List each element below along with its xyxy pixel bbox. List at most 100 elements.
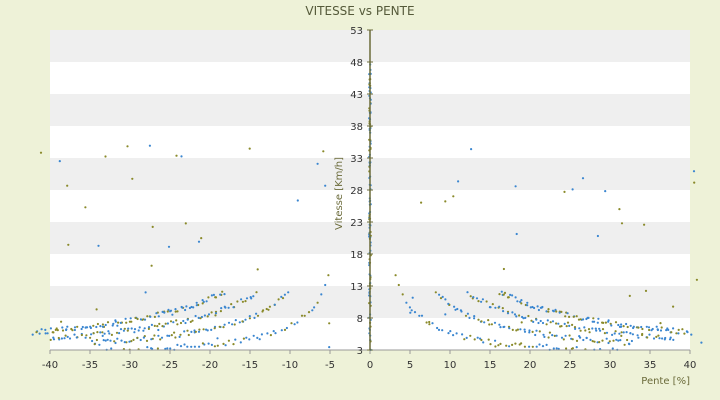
x-tick-label: 35 [644,360,657,371]
data-point [498,305,501,308]
data-point [125,321,128,324]
data-point [227,339,230,342]
data-point [477,300,480,303]
data-point [652,337,656,340]
data-point [605,331,609,334]
data-point [283,293,286,296]
data-point [75,336,78,339]
data-point [223,293,226,296]
data-point [538,343,541,346]
data-point [52,338,56,341]
data-point [241,320,244,323]
data-point [89,325,92,328]
data-point [564,315,567,318]
data-point [101,334,104,337]
data-point [411,296,414,299]
data-point [482,341,485,344]
data-point [248,338,251,341]
data-point [522,317,525,320]
y-tick-label: 28 [350,186,363,197]
data-point [171,313,174,316]
data-point [473,338,476,341]
data-point [670,331,673,334]
data-point [611,333,614,336]
data-point [534,333,537,337]
data-point [434,291,437,294]
data-point [622,325,625,328]
data-point [76,325,79,328]
data-point [508,327,511,330]
data-point [472,296,475,299]
data-point [119,328,123,331]
data-point [147,326,151,329]
data-point [452,334,455,337]
data-point [124,317,127,320]
data-point [589,338,592,341]
data-point [128,320,131,323]
data-point [183,343,186,346]
data-point [608,340,611,343]
data-point [420,201,423,204]
data-point [218,325,221,328]
data-point [547,308,550,311]
data-point [490,323,493,326]
data-point [579,329,582,332]
data-point [68,337,72,340]
data-point [40,328,43,331]
data-point [64,334,67,337]
data-point [585,336,588,339]
data-point [35,331,38,334]
data-point [60,320,63,323]
data-point [80,327,83,331]
data-point [189,320,192,323]
data-point [643,223,646,226]
data-point [184,222,187,225]
data-point [566,321,570,324]
data-point [150,264,153,267]
data-point [460,310,463,313]
y-tick-label: 38 [350,122,363,133]
data-point [562,338,565,341]
data-point [65,328,68,331]
data-point [505,344,508,347]
data-point [508,345,511,348]
data-point [220,307,223,310]
data-point [620,222,624,225]
data-point [581,177,585,180]
x-tick-label: 5 [407,360,413,371]
data-point [166,310,169,313]
data-point [614,330,617,333]
data-point [172,321,175,324]
y-tick-label: 8 [357,314,363,325]
data-point [547,336,550,339]
data-point [185,305,188,308]
data-point [143,327,146,330]
x-tick-label: 40 [684,360,697,371]
data-point [481,298,484,301]
data-point [514,296,517,299]
data-point [575,339,579,342]
data-point [475,297,479,300]
data-point [409,311,412,314]
data-point [81,325,84,329]
data-point [418,314,421,317]
data-point [528,329,531,332]
data-point [61,326,64,329]
data-point [163,311,166,314]
data-point [174,308,177,311]
data-point [454,308,457,311]
data-point [114,341,117,345]
data-point [125,341,128,344]
data-point [637,336,640,339]
data-point [104,339,107,342]
x-tick-label: -5 [325,360,335,371]
data-point [150,323,153,326]
data-point [231,323,234,326]
data-point [136,336,139,339]
data-point [436,326,439,330]
data-point [223,305,226,308]
data-point [560,310,563,313]
data-point [142,318,145,321]
data-point [628,343,631,346]
data-point [143,318,147,321]
